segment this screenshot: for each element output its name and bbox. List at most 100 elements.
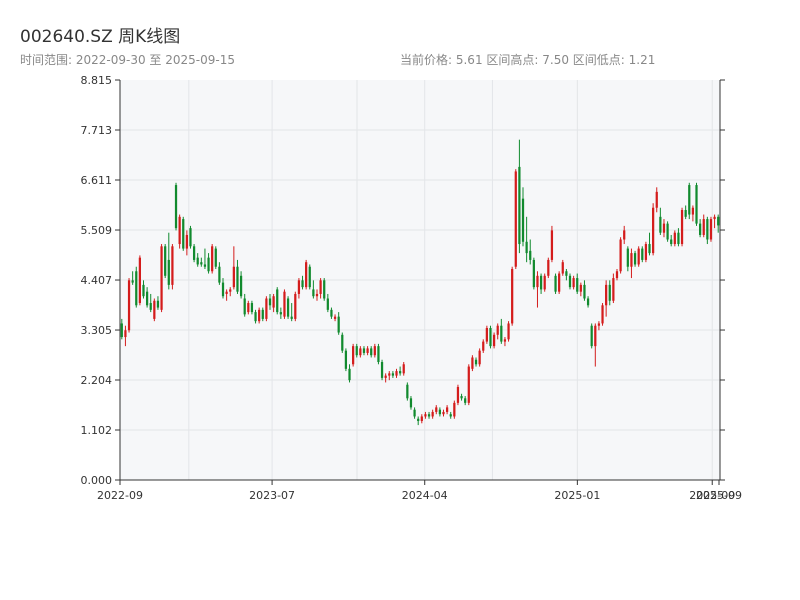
candle-down bbox=[164, 244, 167, 279]
candle-up bbox=[655, 187, 658, 213]
candle-body bbox=[337, 316, 340, 333]
candle-up bbox=[127, 278, 131, 333]
candle-body bbox=[579, 284, 582, 292]
candle-body bbox=[547, 259, 550, 276]
candle-up bbox=[702, 214, 705, 238]
candle-down bbox=[568, 273, 572, 290]
candle-body bbox=[239, 275, 243, 297]
candle-body bbox=[702, 219, 705, 235]
candle-body bbox=[268, 298, 272, 306]
candle-down bbox=[301, 275, 304, 290]
candles-group bbox=[120, 139, 720, 426]
candle-down bbox=[677, 228, 680, 247]
candle-down bbox=[214, 246, 217, 269]
candle-body bbox=[662, 223, 666, 233]
candle-up bbox=[265, 296, 268, 322]
candle-body bbox=[203, 264, 207, 267]
candle-body bbox=[388, 373, 391, 376]
candle-up bbox=[623, 225, 626, 245]
candle-down bbox=[362, 346, 366, 356]
y-tick-label: 2.204 bbox=[81, 374, 113, 387]
candle-body bbox=[142, 284, 145, 297]
candle-up bbox=[232, 246, 235, 290]
candle-body bbox=[236, 266, 239, 292]
candle-body bbox=[456, 386, 460, 403]
candle-body bbox=[305, 262, 308, 288]
candle-up bbox=[507, 321, 510, 342]
candle-body bbox=[500, 325, 503, 342]
x-tick-label: 2025-09 bbox=[689, 489, 735, 502]
candle-down bbox=[290, 303, 293, 322]
candle-down bbox=[648, 232, 651, 256]
candle-up bbox=[514, 169, 517, 269]
candle-body bbox=[352, 346, 355, 365]
y-tick-label: 6.611 bbox=[81, 174, 113, 187]
price-stats-label: 当前价格: 5.61 区间高点: 7.50 区间低点: 1.21 bbox=[400, 53, 656, 67]
candle-down bbox=[576, 273, 579, 294]
candle-down bbox=[399, 366, 402, 376]
candle-body bbox=[521, 198, 525, 242]
candle-up bbox=[272, 293, 275, 313]
candle-up bbox=[673, 230, 676, 247]
candle-down bbox=[583, 280, 586, 301]
candle-body bbox=[399, 371, 402, 374]
candle-body bbox=[529, 250, 532, 260]
candle-up bbox=[294, 291, 297, 322]
candle-body bbox=[655, 191, 658, 208]
candle-up bbox=[453, 400, 456, 419]
candle-down bbox=[565, 268, 568, 281]
chart-title: 002640.SZ 周K线图 bbox=[20, 27, 181, 47]
candle-body bbox=[474, 359, 478, 365]
candle-body bbox=[619, 239, 622, 272]
candle-body bbox=[149, 303, 152, 310]
candle-down bbox=[532, 257, 535, 290]
candle-up bbox=[333, 314, 337, 322]
candle-down bbox=[417, 416, 420, 426]
candle-up bbox=[445, 405, 449, 415]
candle-up bbox=[420, 414, 423, 424]
candle-body bbox=[290, 316, 293, 319]
candle-body bbox=[366, 348, 369, 353]
candle-body bbox=[283, 291, 286, 317]
candle-body bbox=[297, 280, 301, 294]
candle-body bbox=[612, 278, 615, 301]
candle-body bbox=[420, 416, 423, 422]
candle-down bbox=[344, 348, 348, 372]
candle-body bbox=[670, 239, 673, 245]
y-ticks: 0.000 1.102 2.204 3.305 4.407 5.509 6.611 7.713… bbox=[81, 74, 725, 487]
candle-body bbox=[229, 289, 232, 292]
candle-down bbox=[699, 219, 702, 238]
date-range-label: 时间范围: 2022-09-30 至 2025-09-15 bbox=[20, 53, 235, 67]
candle-body bbox=[276, 289, 279, 313]
candle-body bbox=[532, 259, 535, 288]
candle-down bbox=[409, 396, 413, 410]
candle-down bbox=[192, 244, 196, 263]
candle-up bbox=[558, 271, 561, 294]
candle-down bbox=[370, 346, 373, 358]
candle-body bbox=[171, 246, 174, 285]
candle-up bbox=[431, 409, 434, 419]
candle-up bbox=[424, 411, 427, 419]
candle-up bbox=[547, 257, 550, 279]
candle-body bbox=[536, 275, 539, 288]
candle-up bbox=[305, 259, 308, 290]
candle-down bbox=[391, 371, 395, 378]
candle-body bbox=[688, 185, 691, 215]
candle-down bbox=[254, 309, 257, 324]
candle-down bbox=[539, 273, 543, 294]
candle-down bbox=[167, 232, 170, 290]
candle-down bbox=[221, 278, 225, 299]
candle-body bbox=[145, 291, 149, 306]
candle-down bbox=[323, 278, 326, 301]
candle-body bbox=[503, 339, 507, 342]
candle-up bbox=[171, 244, 174, 290]
candle-up bbox=[178, 214, 181, 249]
candle-body bbox=[464, 398, 467, 403]
candle-body bbox=[489, 327, 492, 347]
candle-up bbox=[496, 323, 499, 340]
candle-body bbox=[333, 316, 337, 319]
candle-body bbox=[178, 216, 181, 245]
candle-body bbox=[120, 323, 123, 338]
candle-up bbox=[485, 325, 488, 344]
